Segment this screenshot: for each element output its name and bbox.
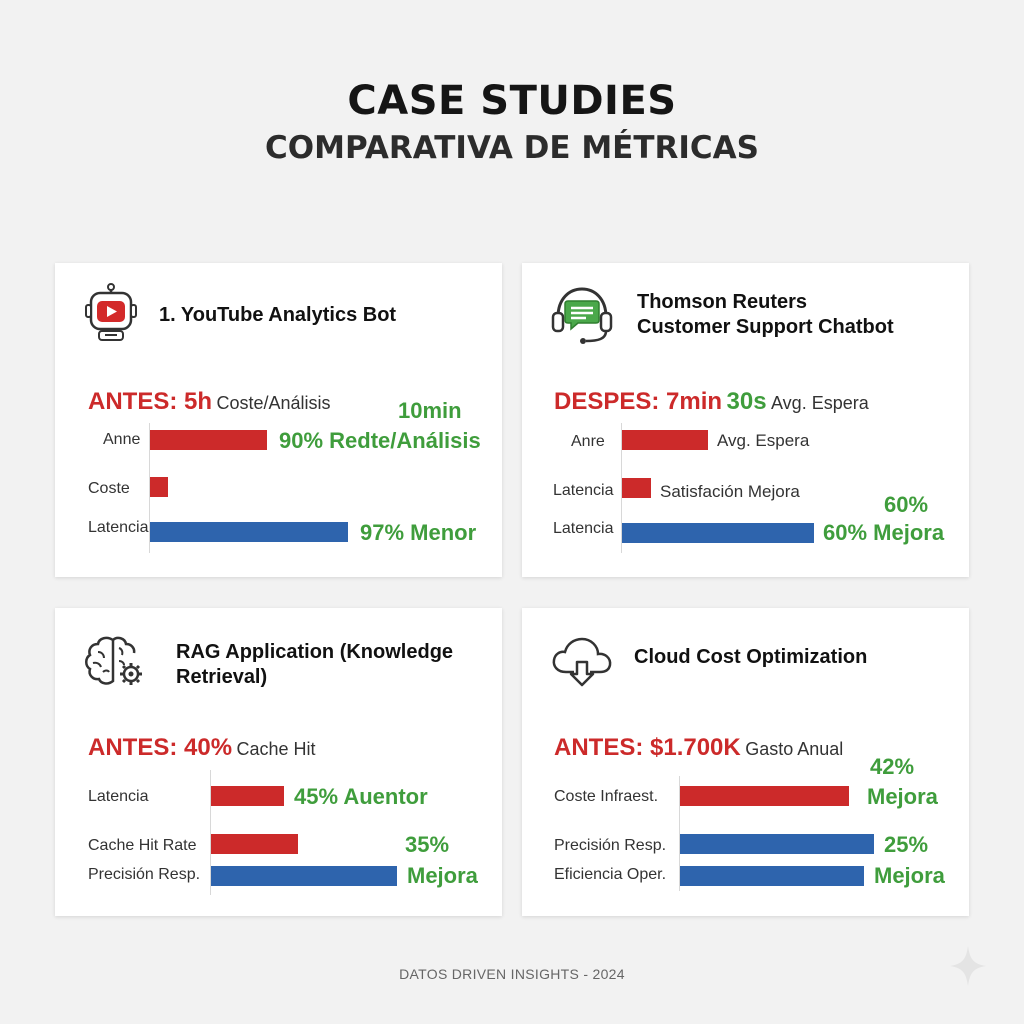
bar-latencia [211, 786, 284, 806]
bar-label: Latencia [88, 788, 149, 805]
page-header: CASE STUDIES COMPARATIVA DE MÉTRICAS [0, 78, 1024, 166]
bar-annotation: Avg. Espera [717, 431, 810, 450]
bar-annotation: 35% [405, 832, 450, 857]
bar-label: Eficiencia Oper. [554, 866, 667, 883]
bar-eficiencia-oper [680, 866, 864, 886]
bar-label: Latencia [553, 520, 614, 537]
bar-label: Anne [103, 431, 141, 448]
bar-annotation: 45% Auentor [294, 784, 428, 809]
case-card-rag-application: RAG Application (Knowledge Retrieval) AN… [55, 608, 502, 916]
bar-latencia [150, 522, 348, 542]
case-name: 1. YouTube Analytics Bot [159, 304, 397, 326]
case-headline: ANTES: $1.700K Gasto Anual [554, 734, 844, 761]
cloud-download-icon [552, 637, 612, 687]
chart-axis [679, 776, 680, 891]
bar-latencia-2 [622, 523, 814, 543]
robot-youtube-icon [85, 283, 137, 341]
case-headline: ANTES: 40% Cache Hit [88, 734, 316, 761]
bar-annotation: 60% Mejora [823, 520, 945, 545]
sparkle-icon [950, 946, 986, 986]
bar-latencia-1 [622, 478, 651, 498]
case-headline: DESPES: 7min 30s Avg. Espera [554, 388, 869, 415]
bar-annotation: 97% Menor [360, 520, 477, 545]
case-card-youtube: 1. YouTube Analytics Bot ANTES: 5h Coste… [55, 263, 502, 577]
bar-label: Coste Infraest. [554, 788, 659, 805]
bar-label: Precisión Resp. [554, 837, 667, 854]
bar-annotation: Mejora [867, 784, 938, 809]
chart-axis [210, 770, 211, 895]
case-name: Thomson Reuters Customer Support Chatbot [637, 291, 894, 338]
page-footer: DATOS DRIVEN INSIGHTS - 2024 [399, 966, 625, 982]
bar-coste [150, 477, 168, 497]
bar-label: Latencia [88, 519, 149, 536]
bar-precision-resp [680, 834, 874, 854]
bar-annotation: Mejora [874, 863, 945, 888]
float-label: 60% [884, 492, 929, 517]
case-card-thomson-reuters: Thomson Reuters Customer Support Chatbot… [522, 263, 969, 577]
bar-annotation: 42% [870, 754, 915, 779]
bar-annotation: Satisfación Mejora [660, 482, 800, 501]
chart-axis [621, 423, 622, 553]
case-card-cloud-cost: Cloud Cost Optimization ANTES: $1.700K G… [522, 608, 969, 916]
bar-precision-resp [211, 866, 397, 886]
headset-chat-icon [551, 287, 613, 344]
bar-coste-infraest [680, 786, 849, 806]
bar-label: Latencia [553, 482, 614, 499]
case-name: Cloud Cost Optimization [634, 646, 868, 668]
bar-annotation: 90% Redte/Análisis [279, 428, 481, 453]
bar-label: Anre [571, 433, 605, 450]
bar-annotation: 25% [884, 832, 929, 857]
bar-anne [150, 430, 267, 450]
case-headline: ANTES: 5h Coste/Análisis [88, 388, 331, 415]
case-name: RAG Application (Knowledge Retrieval) [176, 641, 454, 688]
bar-cache-hit-rate [211, 834, 298, 854]
page-title: CASE STUDIES [347, 78, 677, 124]
brain-gear-icon [85, 636, 142, 685]
bar-anre [622, 430, 708, 450]
bar-label: Precisión Resp. [88, 866, 201, 883]
bar-label: Cache Hit Rate [88, 837, 197, 854]
float-label: 10min [398, 398, 462, 423]
page-subtitle: COMPARATIVA DE MÉTRICAS [265, 130, 759, 166]
bar-annotation: Mejora [407, 863, 478, 888]
chart-axis [149, 423, 150, 553]
bar-label: Coste [88, 480, 130, 497]
